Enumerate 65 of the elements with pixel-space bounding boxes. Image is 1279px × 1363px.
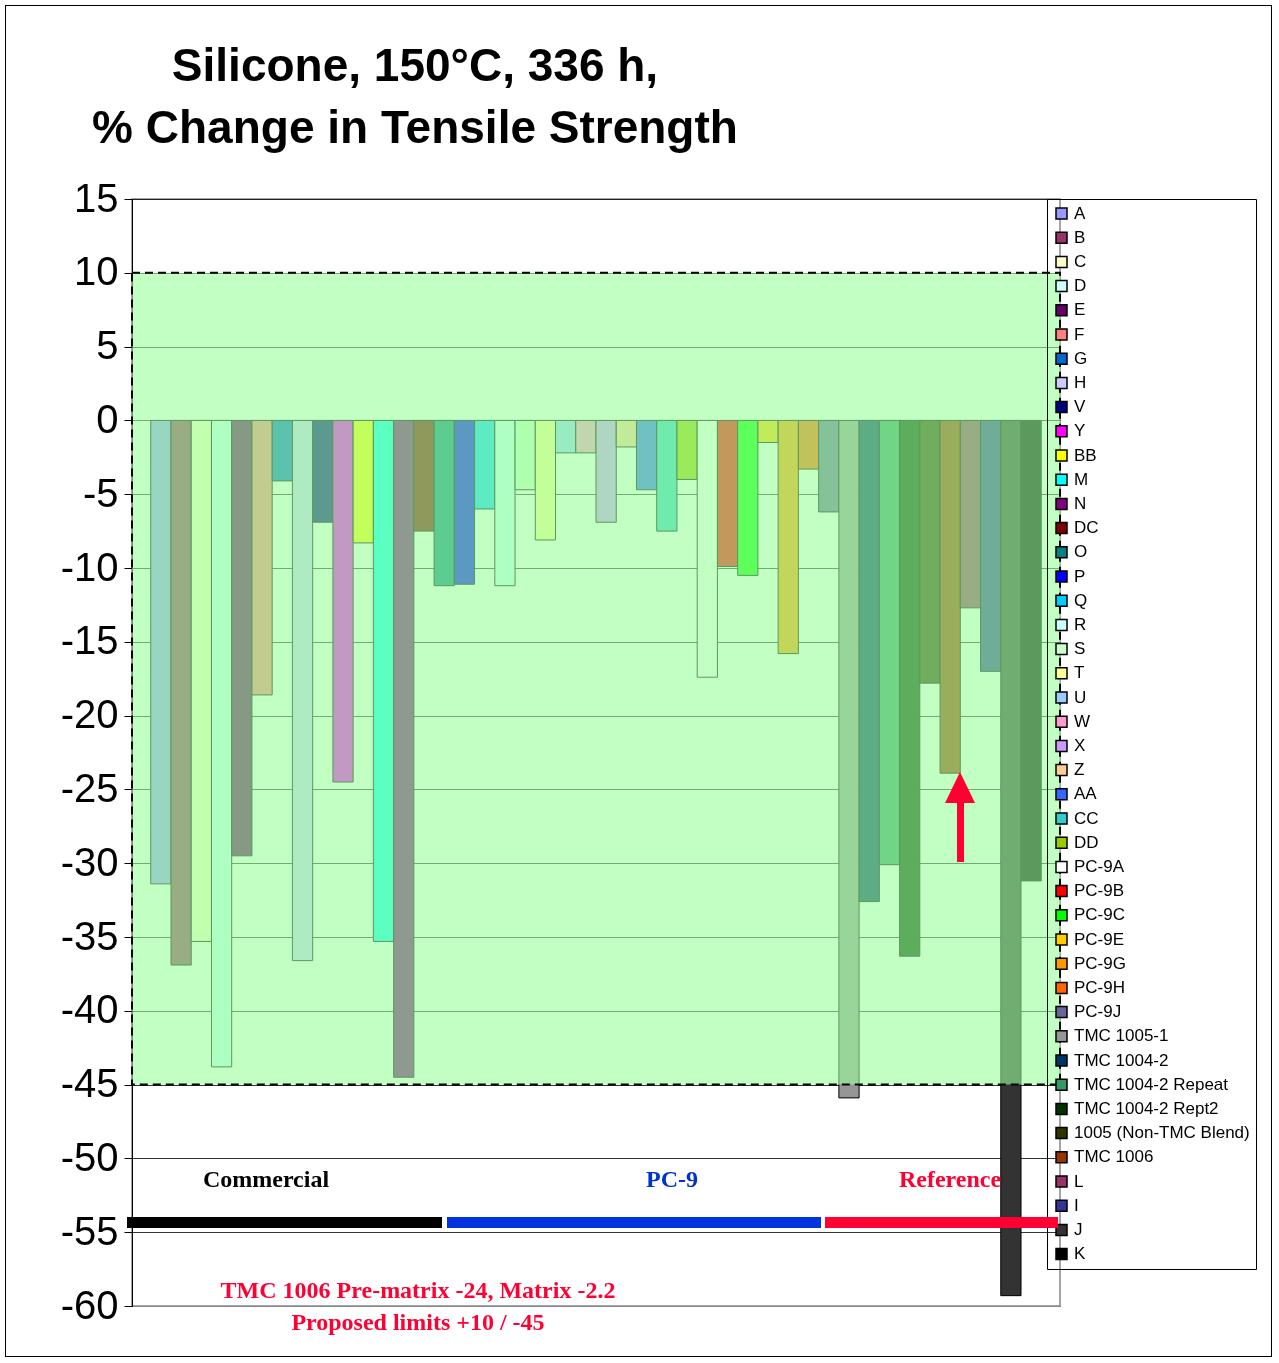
legend-label: DC [1074, 518, 1099, 538]
legend-label: PC-9J [1074, 1002, 1122, 1022]
legend-label: PC-9B [1074, 881, 1125, 901]
legend-label: PC-9H [1074, 977, 1126, 997]
y-tick-label: -20 [60, 692, 119, 737]
y-tick-label: -15 [60, 618, 119, 663]
legend-label: TMC 1005-1 [1074, 1026, 1169, 1046]
legend-label: J [1074, 1219, 1083, 1239]
legend-label: H [1074, 372, 1087, 392]
legend-label: A [1074, 203, 1086, 223]
y-tick-label: -35 [60, 913, 119, 958]
legend-label: R [1074, 614, 1087, 634]
y-tick-label: -25 [60, 765, 119, 810]
legend-label: C [1074, 251, 1087, 271]
y-tick-label: -40 [60, 987, 119, 1032]
y-tick-label: 0 [96, 396, 119, 441]
legend-label: B [1074, 227, 1086, 247]
legend-label: G [1074, 348, 1088, 368]
y-tick-label: -55 [60, 1208, 119, 1253]
legend-label: Z [1074, 760, 1085, 780]
legend-label: PC-9E [1074, 929, 1125, 949]
y-tick-label: -5 [82, 470, 119, 515]
annotation: Commercial [202, 1166, 330, 1193]
legend-label: P [1074, 566, 1086, 586]
legend-label: S [1074, 639, 1086, 659]
legend-label: PC-9C [1074, 905, 1126, 925]
legend-label: E [1074, 300, 1086, 320]
y-tick-label: 15 [74, 175, 119, 220]
legend-label: U [1074, 687, 1087, 707]
legend-label: N [1074, 493, 1087, 513]
legend-label: K [1074, 1244, 1086, 1264]
legend-label: F [1074, 324, 1085, 344]
legend-label: TMC 1004-2 [1074, 1050, 1169, 1070]
legend-label: M [1074, 469, 1089, 489]
legend-label: T [1074, 663, 1085, 683]
legend-label: X [1074, 735, 1086, 755]
legend-label: D [1074, 276, 1087, 296]
chart-title: Silicone, 150°C, 336 h, % Change in Tensile Strength [91, 38, 739, 155]
legend-label: CC [1074, 808, 1099, 828]
legend-label: 1005 (Non-TMC Blend) [1074, 1123, 1250, 1143]
legend-label: O [1074, 542, 1088, 562]
y-tick-label: -30 [60, 839, 119, 884]
legend-label: V [1074, 397, 1086, 417]
annotation: TMC 1006 Pre-matrix -24, Matrix -2.2 [220, 1277, 616, 1304]
legend-label: AA [1074, 784, 1098, 804]
text: Proposed limits +10 / -45 [291, 1309, 545, 1336]
legend-label: W [1074, 711, 1091, 731]
y-tick-label: 10 [74, 249, 119, 294]
legend-label: Q [1074, 590, 1088, 610]
legend-label: TMC 1004-2 Rept2 [1074, 1098, 1219, 1118]
legend-label: Y [1074, 421, 1086, 441]
legend-label: PC-9G [1074, 953, 1126, 973]
annotation: PC-9 [646, 1166, 698, 1193]
legend-label: I [1074, 1195, 1079, 1215]
legend-label: DD [1074, 832, 1099, 852]
legend-label: TMC 1006 [1074, 1147, 1154, 1167]
y-tick-label: -50 [60, 1134, 119, 1179]
legend-label: L [1074, 1171, 1084, 1191]
y-tick-label: 5 [96, 323, 119, 368]
legend-label: PC-9A [1074, 856, 1125, 876]
y-tick-label: -60 [60, 1282, 119, 1327]
y-tick-label: -45 [60, 1061, 119, 1106]
legend-label: BB [1074, 445, 1097, 465]
y-tick-label: -10 [60, 544, 119, 589]
legend-label: TMC 1004-2 Repeat [1074, 1074, 1229, 1094]
